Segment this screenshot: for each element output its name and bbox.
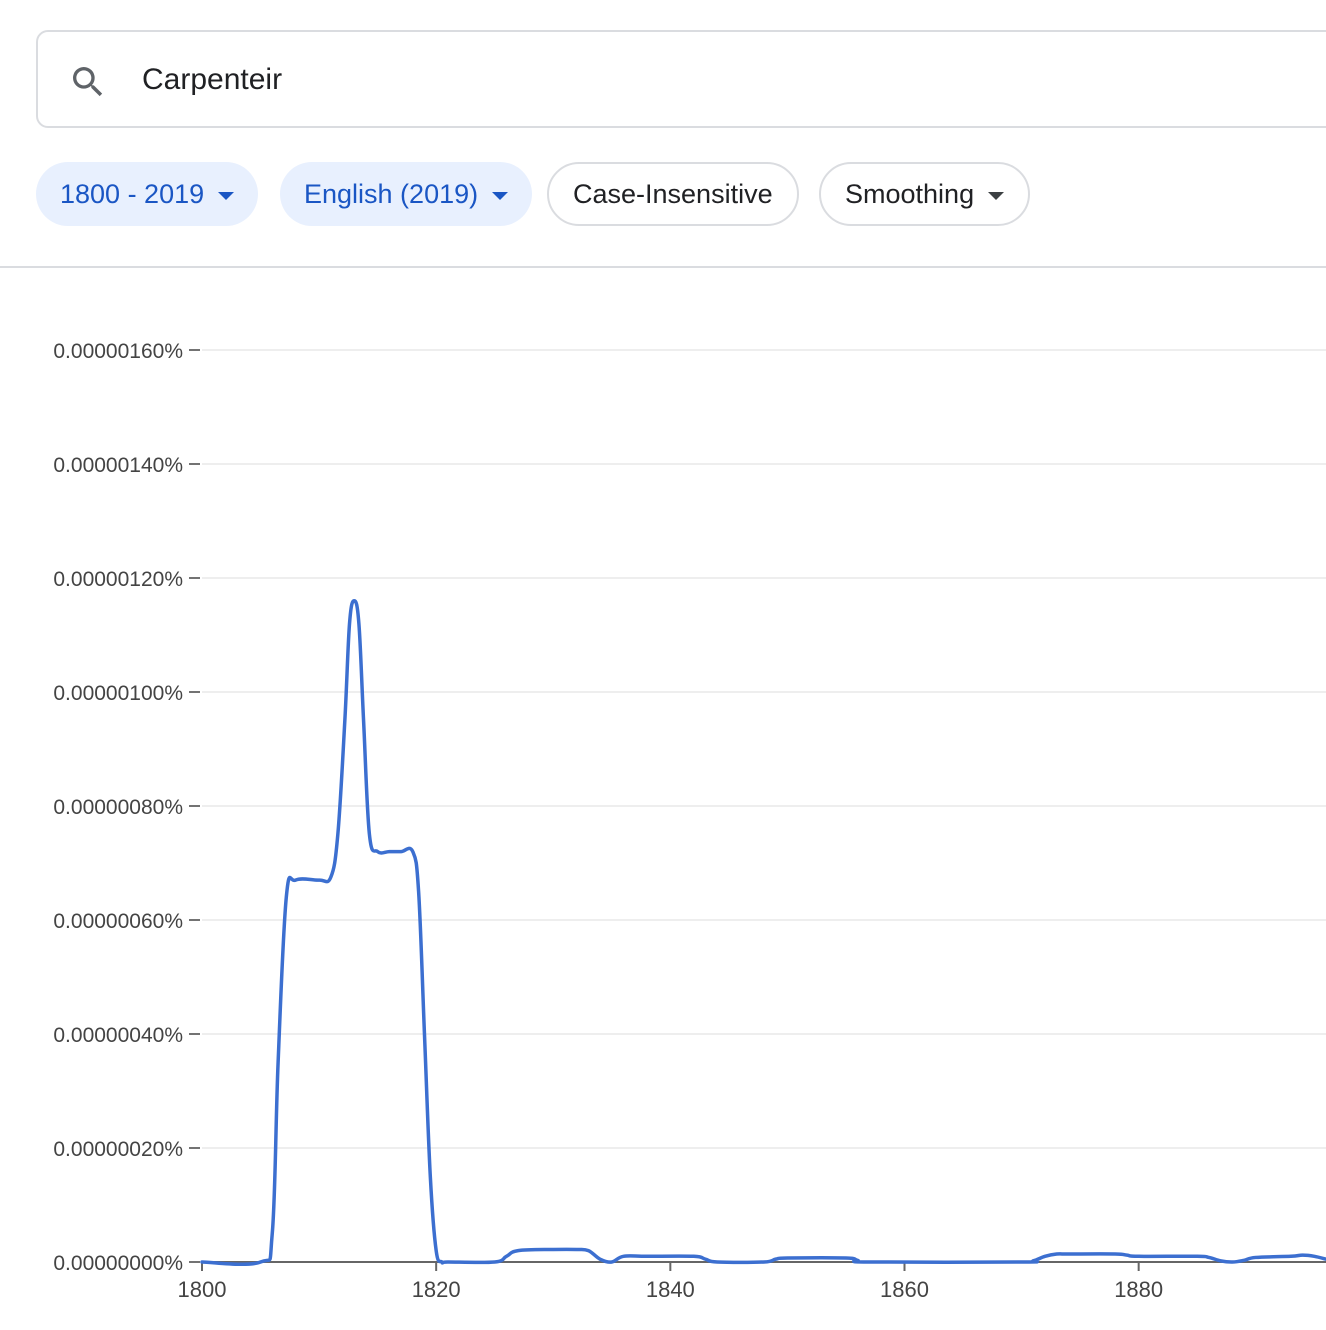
- search-icon[interactable]: [68, 62, 108, 102]
- corpus-dropdown[interactable]: English (2019): [280, 162, 533, 226]
- chevron-down-icon: [218, 191, 235, 200]
- x-tick-label: 1800: [178, 1277, 227, 1302]
- y-tick-label: 0.00000100%: [53, 682, 183, 705]
- x-tick-label: 1840: [646, 1277, 695, 1302]
- year-range-label: 1800 - 2019: [60, 178, 205, 209]
- x-tick-label: 1880: [1114, 1277, 1163, 1302]
- search-box[interactable]: [36, 30, 1326, 128]
- smoothing-label: Smoothing: [845, 178, 975, 209]
- case-insensitive-label: Case-Insensitive: [573, 178, 773, 209]
- y-tick-label: 0.00000020%: [53, 1138, 183, 1161]
- smoothing-dropdown[interactable]: Smoothing: [819, 162, 1031, 226]
- chevron-down-icon: [988, 191, 1005, 200]
- y-tick-label: 0.00000060%: [53, 910, 183, 933]
- case-insensitive-toggle[interactable]: Case-Insensitive: [547, 162, 799, 226]
- year-range-dropdown[interactable]: 1800 - 2019: [36, 162, 259, 226]
- y-tick-label: 0.00000080%: [53, 796, 183, 819]
- chevron-down-icon: [492, 191, 509, 200]
- toolbar-divider: [0, 266, 1326, 268]
- corpus-label: English (2019): [304, 178, 479, 209]
- search-input[interactable]: [142, 54, 1242, 106]
- y-tick-label: 0.00000140%: [53, 454, 183, 477]
- y-tick-label: 0.00000120%: [53, 568, 183, 591]
- y-tick-label: 0.00000000%: [53, 1252, 183, 1275]
- x-tick-label: 1860: [880, 1277, 929, 1302]
- x-tick-label: 1820: [412, 1277, 461, 1302]
- y-tick-label: 0.00000040%: [53, 1024, 183, 1047]
- series-line[interactable]: [200, 599, 1326, 1267]
- y-tick-label: 0.00000160%: [53, 340, 183, 363]
